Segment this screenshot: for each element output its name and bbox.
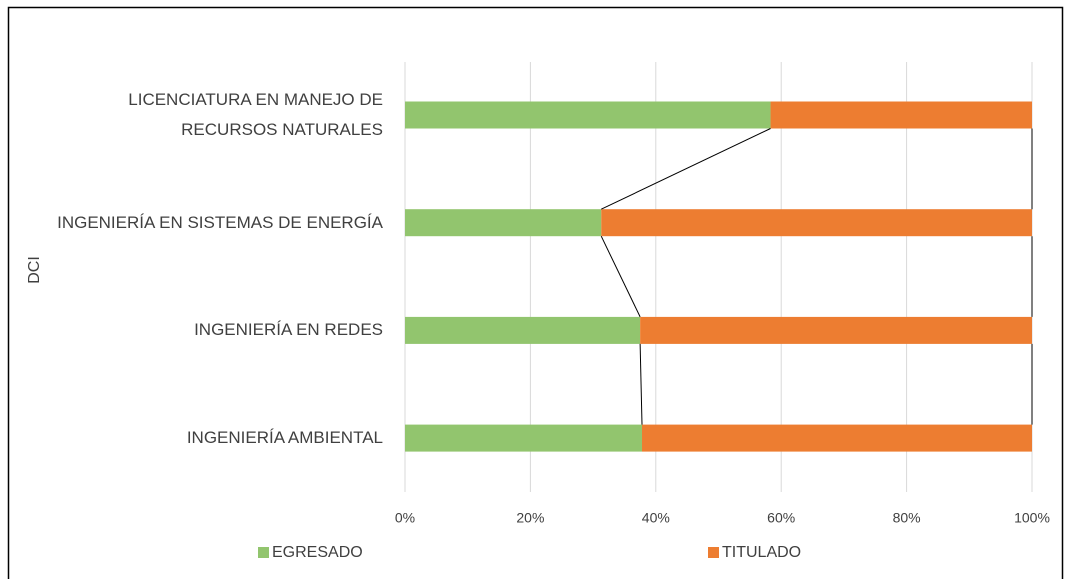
- legend-label: EGRESADO: [272, 544, 363, 561]
- y-tick-label: LICENCIATURA EN MANEJO DE RECURSOS NATUR…: [128, 90, 383, 139]
- bar: [405, 209, 602, 237]
- y-tick-label: INGENIERÍA AMBIENTAL: [186, 428, 383, 448]
- x-tick-label: 80%: [893, 510, 921, 526]
- bar: [642, 424, 1032, 452]
- legend-label: TITULADO: [722, 544, 801, 561]
- bar: [770, 101, 1032, 129]
- y-tick-label: INGENIERÍA EN SISTEMAS DE ENERGÍA: [57, 212, 383, 232]
- x-tick-label: 60%: [767, 510, 795, 526]
- x-tick-label: 0%: [395, 510, 415, 526]
- legend-swatch: [708, 547, 719, 558]
- x-tick-label: 20%: [516, 510, 544, 526]
- series-line: [600, 235, 641, 318]
- y-tick-label: INGENIERÍA EN REDES: [194, 320, 383, 340]
- series-line: [601, 128, 771, 210]
- bar: [601, 209, 1032, 237]
- bar: [405, 424, 643, 452]
- x-tick-label: 40%: [642, 510, 670, 526]
- bar: [405, 101, 771, 129]
- legend-swatch: [258, 547, 269, 558]
- bar: [640, 316, 1032, 344]
- chart-border: [7, 6, 1064, 579]
- bar: [405, 316, 641, 344]
- series-line: [639, 343, 643, 425]
- x-tick-label: 100%: [1014, 510, 1050, 526]
- y-axis-title: DCI: [26, 256, 43, 284]
